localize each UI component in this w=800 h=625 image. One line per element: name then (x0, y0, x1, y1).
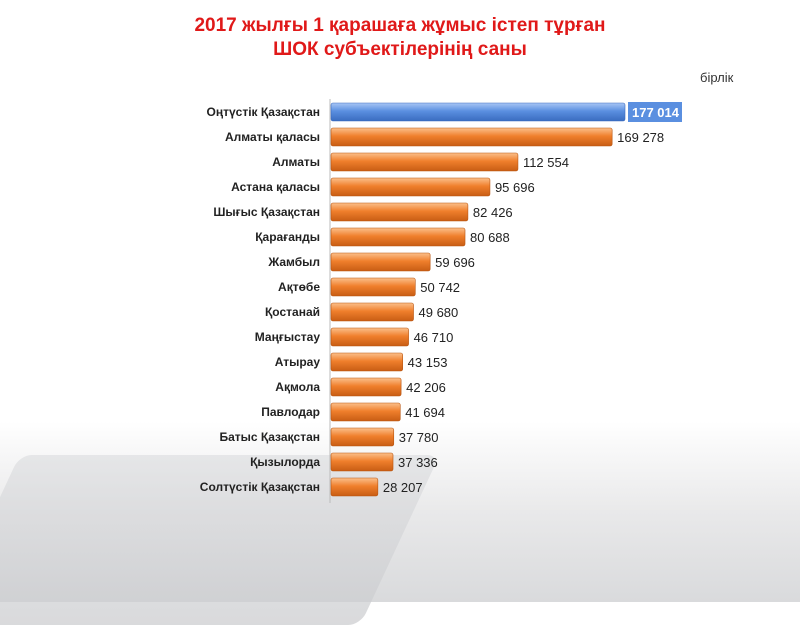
category-label: Қостанай (265, 305, 320, 319)
value-label: 28 207 (383, 480, 423, 495)
value-label-box (628, 102, 682, 122)
value-label: 50 742 (420, 280, 460, 295)
bar (330, 477, 379, 497)
title-line-1: 2017 жылғы 1 қарашаға жұмыс істеп тұрған (194, 15, 606, 36)
bar (330, 277, 416, 297)
value-label: 43 153 (408, 355, 448, 370)
value-label: 37 336 (398, 455, 438, 470)
value-label: 59 696 (435, 255, 475, 270)
category-label: Атырау (275, 355, 321, 369)
category-label: Батыс Қазақстан (219, 430, 320, 444)
bar (330, 452, 394, 472)
category-label: Ақмола (275, 380, 320, 394)
value-label: 82 426 (473, 205, 513, 220)
category-label: Қарағанды (255, 230, 320, 244)
category-label: Астана қаласы (231, 180, 320, 194)
category-label: Оңтүстік Қазақстан (207, 105, 320, 119)
bar (330, 102, 626, 122)
bar (330, 202, 469, 222)
value-label: 49 680 (419, 305, 459, 320)
value-label: 80 688 (470, 230, 510, 245)
bar (330, 402, 401, 422)
title-line-2: ШОК субъектілерінің саны (273, 39, 527, 60)
bar (330, 177, 491, 197)
value-label: 42 206 (406, 380, 446, 395)
category-label: Алматы қаласы (225, 130, 320, 144)
category-label: Қызылорда (250, 455, 320, 469)
bar (330, 252, 431, 272)
value-label: 41 694 (405, 405, 445, 420)
category-label: Шығыс Қазақстан (213, 205, 320, 219)
value-label: 169 278 (617, 130, 664, 145)
category-label: Солтүстік Қазақстан (200, 480, 320, 494)
bar (330, 152, 519, 172)
category-label: Ақтөбе (278, 280, 320, 294)
category-label: Алматы (272, 155, 320, 169)
bar (330, 302, 414, 322)
category-label: Маңғыстау (255, 330, 321, 344)
value-label: 46 710 (414, 330, 454, 345)
value-label: 177 014 (632, 105, 680, 120)
unit-label: бірлік (700, 70, 734, 85)
category-label: Жамбыл (267, 255, 320, 269)
bar (330, 352, 403, 372)
bar (330, 327, 409, 347)
bar (330, 427, 395, 447)
chart-title: 2017 жылғы 1 қарашаға жұмыс істеп тұрған… (0, 14, 800, 62)
value-label: 95 696 (495, 180, 535, 195)
bar (330, 377, 402, 397)
value-label: 112 554 (523, 155, 569, 170)
bar (330, 127, 613, 147)
bar (330, 227, 466, 247)
bar-chart: Оңтүстік Қазақстан 177 014 Алматы қаласы 16… (200, 99, 682, 503)
value-label: 37 780 (399, 430, 439, 445)
category-label: Павлодар (261, 405, 320, 419)
